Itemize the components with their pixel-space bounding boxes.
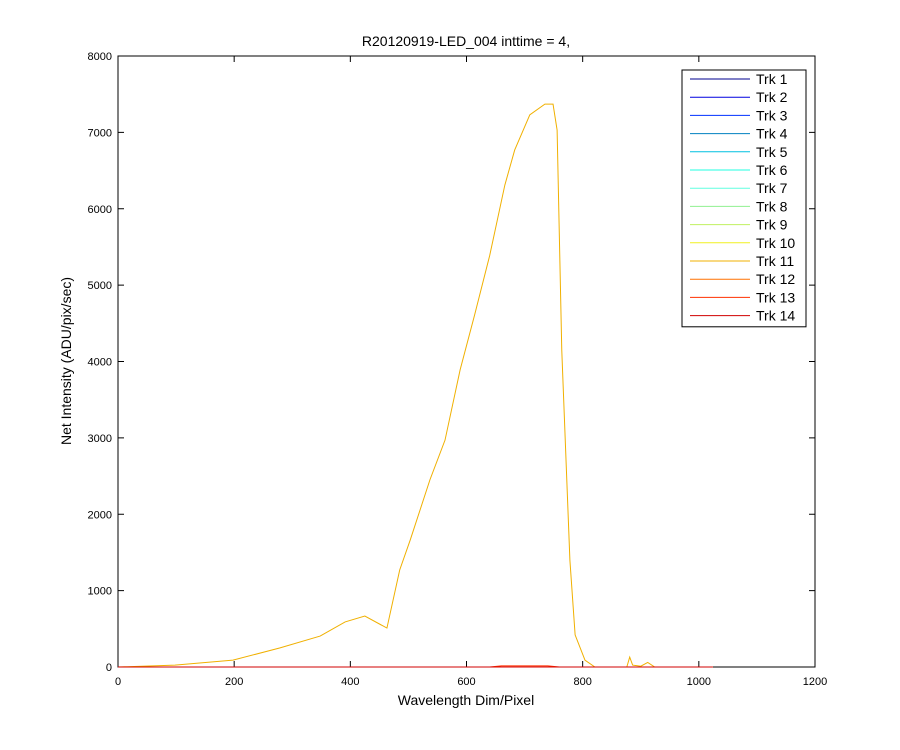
legend-label: Trk 6 — [756, 162, 788, 178]
legend-label: Trk 12 — [756, 271, 795, 287]
x-tick-label: 600 — [457, 676, 475, 688]
legend-label: Trk 13 — [756, 289, 795, 305]
y-tick-label: 8000 — [88, 51, 112, 63]
legend-box — [681, 69, 807, 328]
x-axis-label: Wavelength Dim/Pixel — [398, 692, 534, 708]
x-tick-label: 400 — [341, 676, 359, 688]
y-tick-label: 2000 — [88, 509, 112, 521]
legend-label: Trk 10 — [756, 235, 795, 251]
legend-label: Trk 4 — [756, 126, 788, 142]
legend-label: Trk 8 — [756, 198, 788, 214]
legend-label: Trk 2 — [756, 89, 788, 105]
x-tick-label: 1200 — [803, 676, 827, 688]
y-tick-label: 5000 — [88, 280, 112, 292]
legend-label: Trk 9 — [756, 217, 788, 233]
x-tick-label: 0 — [115, 676, 121, 688]
legend-label: Trk 11 — [756, 253, 794, 269]
legend-label: Trk 14 — [756, 308, 795, 324]
y-tick-label: 1000 — [88, 586, 112, 598]
legend-label: Trk 3 — [756, 107, 788, 123]
y-tick-label: 0 — [106, 662, 112, 674]
x-tick-label: 1000 — [687, 676, 711, 688]
series-line — [117, 103, 713, 668]
legend-label: Trk 7 — [756, 180, 788, 196]
x-tick-label: 800 — [573, 676, 591, 688]
legend-label: Trk 5 — [756, 144, 788, 160]
y-axis-label: Net Intensity (ADU/pix/sec) — [58, 277, 74, 445]
legend-label: Trk 1 — [756, 71, 788, 87]
y-tick-label: 4000 — [88, 357, 112, 369]
y-tick-label: 6000 — [88, 204, 112, 216]
y-tick-label: 3000 — [88, 433, 112, 445]
y-tick-label: 7000 — [88, 127, 112, 139]
x-tick-label: 200 — [225, 676, 243, 688]
chart-title: R20120919-LED_004 inttime = 4, — [362, 33, 570, 49]
